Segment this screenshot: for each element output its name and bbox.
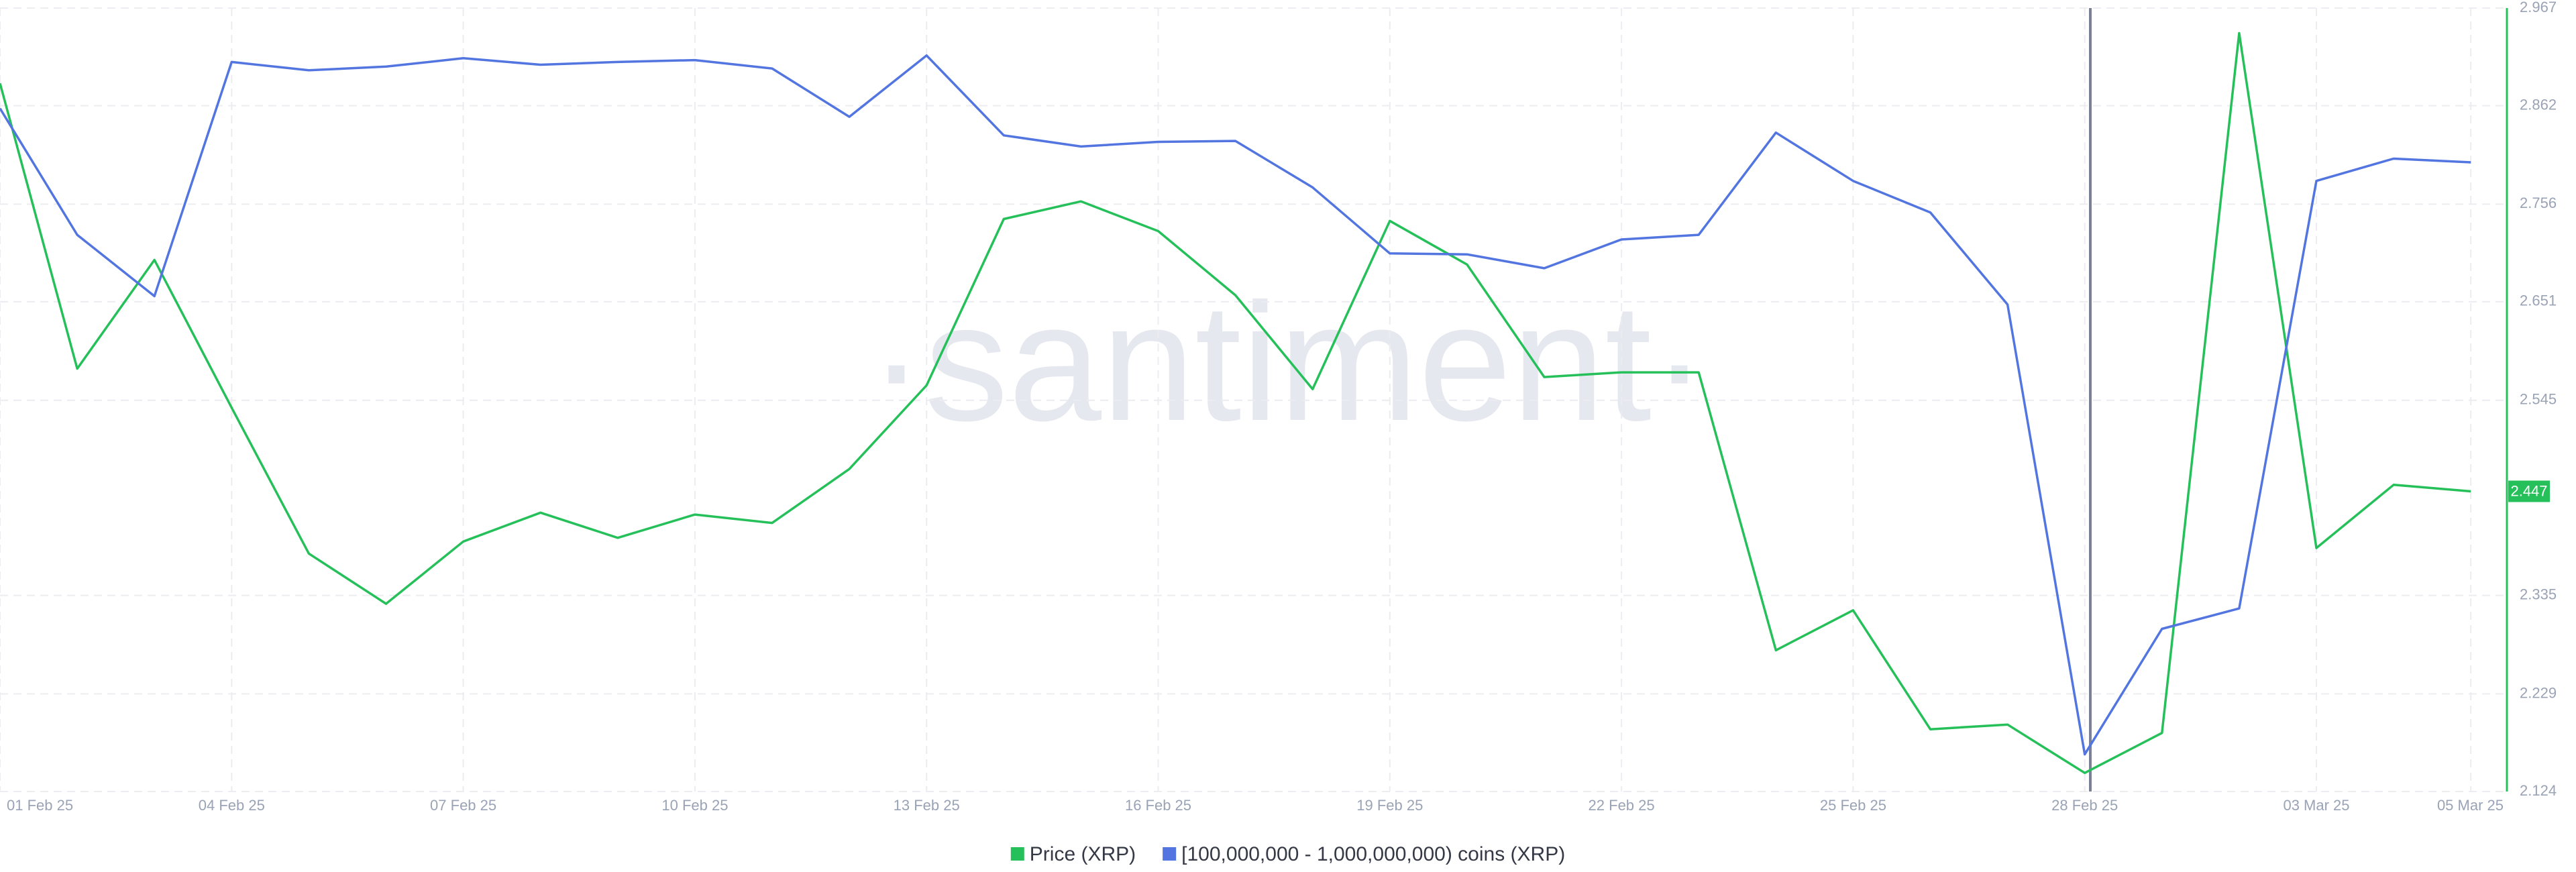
x-tick-label: 22 Feb 25 bbox=[1589, 797, 1655, 814]
x-tick-label: 01 Feb 25 bbox=[7, 797, 73, 814]
watermark: ·santiment· bbox=[869, 268, 1707, 455]
x-tick-label: 16 Feb 25 bbox=[1125, 797, 1191, 814]
x-tick-label: 10 Feb 25 bbox=[661, 797, 728, 814]
legend: Price (XRP) [100,000,000 - 1,000,000,000)… bbox=[1010, 843, 1565, 865]
legend-swatch bbox=[1010, 847, 1024, 861]
y-tick-label: 2.545 bbox=[2520, 391, 2557, 408]
y-tick-label: 2.756 bbox=[2520, 195, 2557, 211]
x-tick-label: 03 Mar 25 bbox=[2283, 797, 2349, 814]
y-tick-label: 2.229 bbox=[2520, 684, 2557, 701]
x-tick-label: 28 Feb 25 bbox=[2051, 797, 2118, 814]
y-tick-label: 2.967 bbox=[2520, 0, 2557, 15]
y-tick-label: 2.124 bbox=[2520, 782, 2557, 799]
y-tick-label: 2.335 bbox=[2520, 586, 2557, 602]
y-tick-label: 2.862 bbox=[2520, 96, 2557, 113]
x-tick-label: 07 Feb 25 bbox=[430, 797, 496, 814]
x-tick-label: 13 Feb 25 bbox=[894, 797, 960, 814]
series-line bbox=[0, 32, 2471, 775]
x-tick-label: 04 Feb 25 bbox=[199, 797, 265, 814]
legend-swatch bbox=[1163, 847, 1177, 861]
x-tick-label: 25 Feb 25 bbox=[1820, 797, 1886, 814]
last-value-label: 2.447 bbox=[2510, 482, 2547, 499]
x-tick-label: 19 Feb 25 bbox=[1356, 797, 1423, 814]
y-tick-label: 2.651 bbox=[2520, 292, 2557, 309]
legend-label: Price (XRP) bbox=[1030, 843, 1136, 865]
legend-label: [100,000,000 - 1,000,000,000) coins (XRP… bbox=[1181, 843, 1565, 865]
x-tick-label: 05 Mar 25 bbox=[2437, 797, 2504, 814]
last-value-box bbox=[2508, 480, 2550, 502]
series-line bbox=[0, 54, 2471, 756]
